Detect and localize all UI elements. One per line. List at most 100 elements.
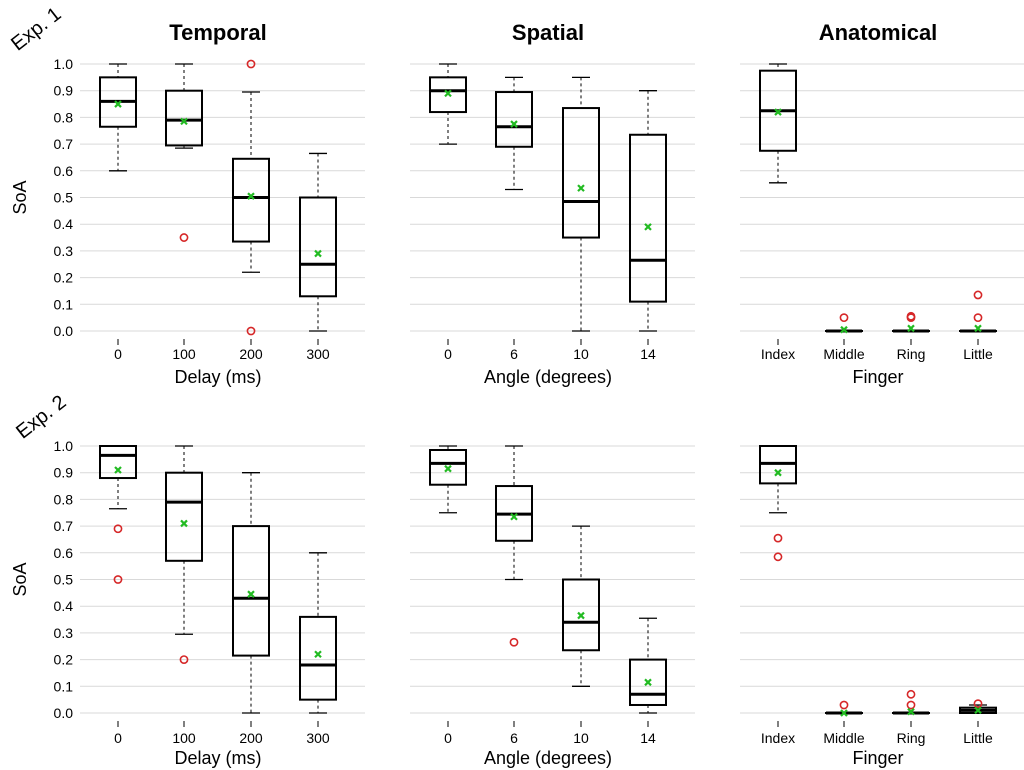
mean-marker: [247, 590, 255, 598]
box: [562, 107, 600, 239]
x-tick-label: 10: [573, 730, 589, 746]
panel-title: Anatomical: [819, 20, 938, 45]
outlier-point: [839, 313, 849, 323]
y-tick-label: 1.0: [54, 56, 74, 72]
x-axis-label: Angle (degrees): [484, 367, 612, 387]
x-tick-label: Little: [963, 346, 993, 362]
mean-marker: [644, 223, 652, 231]
outlier-point: [179, 233, 189, 242]
x-tick-label: 200: [239, 730, 263, 746]
y-tick-label: 0.2: [54, 270, 74, 286]
box: [299, 196, 337, 298]
y-tick-label: 0.3: [54, 243, 74, 259]
x-tick-label: 300: [306, 730, 330, 746]
x-tick-label: 0: [114, 730, 122, 746]
box: [165, 89, 203, 147]
x-tick-label: Little: [963, 730, 993, 746]
x-tick-label: 100: [172, 346, 196, 362]
y-tick-label: 0.5: [54, 572, 74, 588]
y-tick-label: 0.4: [54, 598, 74, 614]
x-tick-label: 200: [239, 346, 263, 362]
outlier-point: [179, 655, 189, 664]
y-tick-label: 0.3: [54, 625, 74, 641]
x-tick-label: 100: [172, 730, 196, 746]
y-tick-label: 0.7: [54, 518, 74, 534]
mean-marker: [840, 325, 848, 334]
x-tick-label: 14: [640, 346, 656, 362]
mean-marker: [907, 324, 915, 333]
mean-marker: [644, 678, 652, 687]
x-tick-label: 6: [510, 346, 518, 362]
mean-marker: [314, 650, 322, 659]
y-tick-label: 0.9: [54, 83, 74, 99]
row-label-1: Exp. 1: [7, 3, 65, 55]
x-axis-label: Delay (ms): [174, 748, 261, 768]
y-axis-label: SoA: [10, 180, 30, 214]
mean-marker: [314, 249, 322, 258]
y-axis-label: SoA: [10, 562, 30, 596]
x-tick-label: Middle: [823, 346, 864, 362]
mean-marker: [180, 519, 188, 528]
mean-marker: [444, 464, 452, 473]
y-tick-label: 0.5: [54, 190, 74, 206]
x-tick-label: 0: [444, 730, 452, 746]
outlier-point: [773, 533, 783, 543]
outlier-point: [113, 524, 123, 534]
outlier-point: [906, 313, 916, 323]
box: [429, 76, 467, 114]
box: [99, 445, 137, 480]
x-tick-label: Index: [761, 730, 795, 746]
x-axis-label: Finger: [852, 748, 903, 768]
x-tick-label: Ring: [897, 730, 926, 746]
x-tick-label: Ring: [897, 346, 926, 362]
box: [299, 615, 337, 701]
y-tick-label: 0.7: [54, 136, 74, 152]
mean-marker: [974, 706, 982, 715]
panel-title: Temporal: [169, 20, 266, 45]
outlier-point: [973, 699, 983, 709]
mean-marker: [577, 184, 585, 192]
outlier-point: [839, 700, 849, 710]
panel-title: Spatial: [512, 20, 584, 45]
mean-marker: [510, 120, 518, 128]
y-tick-label: 0.6: [54, 545, 74, 561]
y-tick-label: 1.0: [54, 438, 74, 454]
y-tick-label: 0.1: [54, 296, 74, 312]
outlier-point: [973, 290, 983, 300]
y-tick-label: 0.8: [54, 491, 74, 507]
mean-marker: [247, 192, 255, 200]
box: [165, 471, 203, 562]
mean-marker: [907, 707, 915, 716]
mean-marker: [510, 512, 518, 521]
x-axis-label: Delay (ms): [174, 367, 261, 387]
row-label-2: Exp. 2: [12, 391, 70, 443]
y-tick-label: 0.6: [54, 163, 74, 179]
outlier-point: [246, 59, 256, 69]
x-axis-label: Angle (degrees): [484, 748, 612, 768]
outlier-point: [906, 700, 916, 710]
mean-marker: [444, 89, 452, 98]
outlier-point: [773, 552, 783, 562]
x-tick-label: Index: [761, 346, 795, 362]
x-tick-label: Middle: [823, 730, 864, 746]
y-tick-label: 0.1: [54, 678, 74, 694]
mean-marker: [180, 117, 188, 126]
y-tick-label: 0.0: [54, 705, 74, 721]
box: [429, 449, 467, 486]
mean-marker: [974, 324, 982, 333]
box: [232, 157, 270, 243]
mean-marker: [840, 709, 848, 717]
outlier-point: [113, 575, 123, 584]
box: [629, 658, 667, 706]
x-tick-label: 300: [306, 346, 330, 362]
mean-marker: [774, 108, 782, 116]
box: [495, 91, 533, 148]
x-axis-label: Finger: [852, 367, 903, 387]
outlier-point: [973, 313, 983, 323]
outlier-point: [509, 637, 519, 647]
mean-marker: [114, 100, 122, 108]
box: [629, 133, 667, 303]
x-tick-label: 6: [510, 730, 518, 746]
y-tick-label: 0.0: [54, 323, 74, 339]
